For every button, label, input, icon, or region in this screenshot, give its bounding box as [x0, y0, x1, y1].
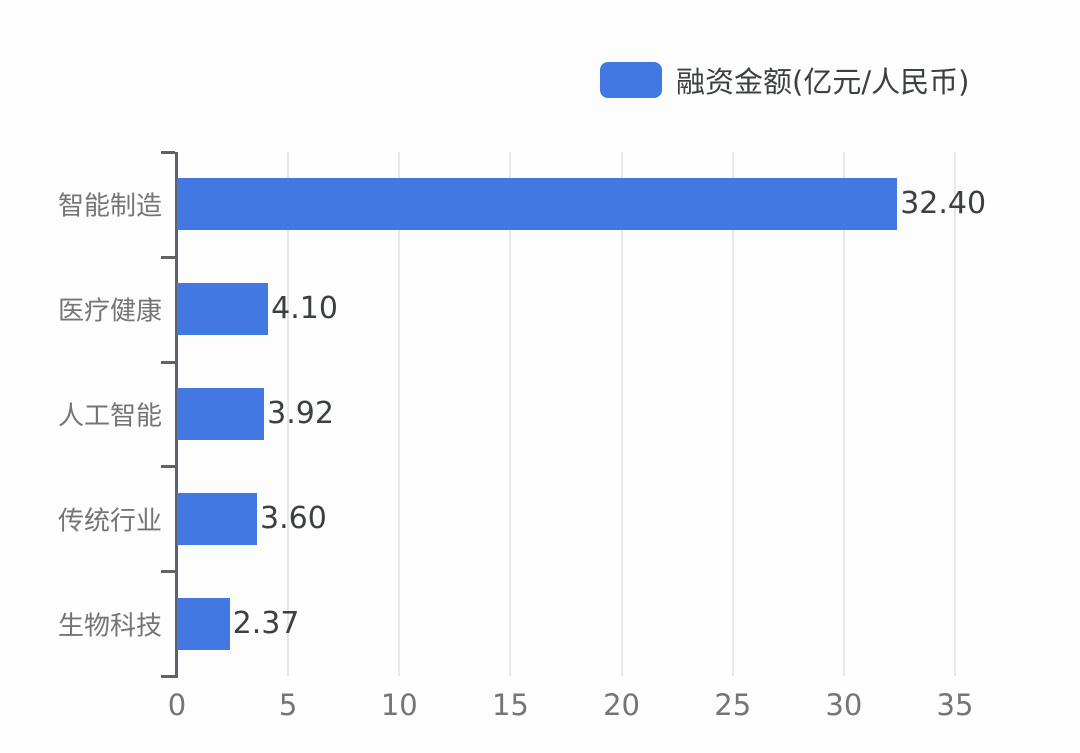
category-label-智能制造: 智能制造: [57, 191, 162, 222]
bar-生物科技[interactable]: [177, 597, 230, 650]
y-axis-tick: [161, 151, 175, 154]
x-tick-label-15: 15: [491, 688, 529, 722]
legend-swatch: [600, 62, 662, 98]
gridline-x-10: [398, 152, 401, 676]
value-label-生物科技: 2.37: [232, 605, 300, 641]
value-label-传统行业: 3.60: [260, 500, 327, 536]
x-tick-label-0: 0: [167, 688, 187, 722]
gridline-x-20: [620, 152, 623, 676]
gridline-x-25: [731, 152, 734, 676]
category-label-传统行业: 传统行业: [57, 506, 162, 537]
x-tick-label-10: 10: [380, 688, 418, 722]
value-label-人工智能: 3.92: [267, 395, 334, 431]
gridline-x-5: [287, 152, 290, 676]
x-tick-label-5: 5: [278, 688, 298, 722]
x-tick-label-20: 20: [603, 688, 641, 722]
gridline-x-35: [954, 152, 956, 676]
category-label-人工智能: 人工智能: [57, 401, 162, 432]
x-tick-label-30: 30: [825, 688, 863, 722]
category-label-医疗健康: 医疗健康: [57, 296, 162, 327]
bar-医疗健康[interactable]: [177, 283, 269, 336]
x-tick-label-35: 35: [936, 688, 974, 722]
y-axis-tick: [161, 255, 175, 259]
value-label-智能制造: 32.40: [900, 186, 987, 222]
value-label-医疗健康: 4.10: [271, 290, 338, 326]
category-label-生物科技: 生物科技: [57, 611, 162, 642]
y-axis-tick: [161, 360, 175, 364]
y-axis-line: [175, 152, 178, 678]
bar-人工智能[interactable]: [177, 388, 265, 440]
y-axis-tick: [161, 675, 175, 678]
gridline-x-15: [509, 152, 512, 676]
y-axis-tick: [161, 465, 175, 469]
y-axis-tick: [161, 570, 175, 574]
gridline-x-30: [842, 152, 845, 676]
chart-legend[interactable]: 融资金额(亿元/人民币): [600, 58, 969, 102]
bar-智能制造[interactable]: [177, 178, 898, 231]
x-tick-label-25: 25: [714, 688, 752, 722]
legend-label: 融资金额(亿元/人民币): [676, 65, 970, 99]
bar-传统行业[interactable]: [177, 492, 258, 545]
